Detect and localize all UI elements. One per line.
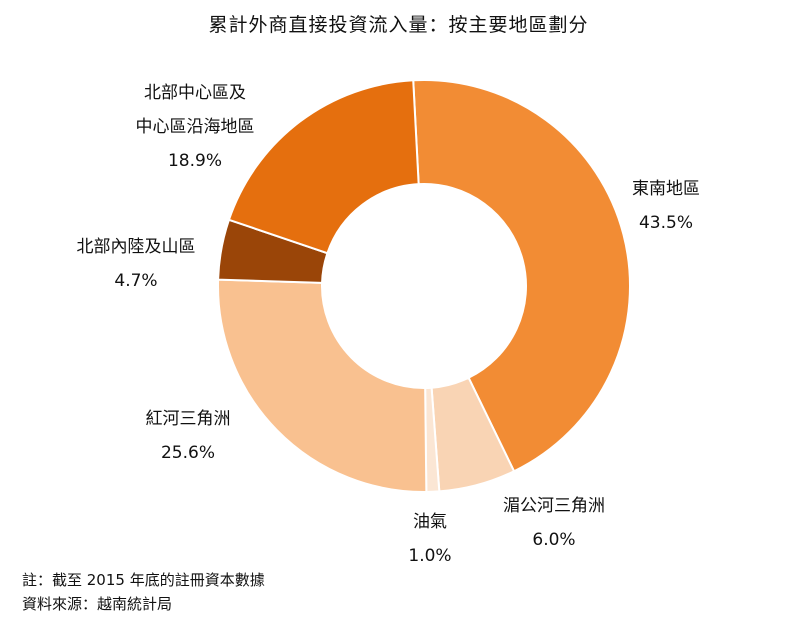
label-mekong-delta-name: 湄公河三角洲 — [503, 496, 605, 516]
notes: 註：截至 2015 年底的註冊資本數據 資料來源：越南統計局 — [22, 568, 265, 616]
label-mekong-delta: 湄公河三角洲 6.0% — [484, 489, 624, 557]
label-north-central-value: 18.9% — [167, 151, 222, 171]
label-southeast-name: 東南地區 — [632, 179, 700, 199]
label-north-central: 北部中心區及 中心區沿海地區 18.9% — [115, 76, 275, 178]
slice-north-central — [227, 79, 420, 255]
label-northern-midlands-value: 4.7% — [114, 271, 158, 291]
label-southeast-value: 43.5% — [638, 213, 693, 233]
label-north-central-name-1: 北部中心區及 — [144, 83, 246, 103]
label-southeast: 東南地區 43.5% — [596, 172, 736, 240]
label-northern-midlands: 北部內陸及山區 4.7% — [56, 230, 216, 298]
label-mekong-delta-value: 6.0% — [532, 530, 576, 550]
slice-southeast — [412, 79, 631, 473]
label-red-river-delta-value: 25.6% — [160, 443, 215, 463]
label-red-river-delta: 紅河三角洲 25.6% — [118, 402, 258, 470]
slice-red-river-delta — [217, 278, 428, 493]
note-source: 資料來源：越南統計局 — [22, 595, 173, 613]
label-north-central-name-2: 中心區沿海地區 — [135, 117, 255, 137]
note-footnote: 註：截至 2015 年底的註冊資本數據 — [22, 571, 265, 589]
chart-title: 累計外商直接投資流入量：按主要地區劃分 — [208, 14, 589, 36]
label-oil-gas-value: 1.0% — [408, 546, 452, 566]
label-oil-gas: 油氣 1.0% — [380, 505, 480, 573]
label-red-river-delta-name: 紅河三角洲 — [145, 409, 231, 429]
label-oil-gas-name: 油氣 — [413, 512, 447, 532]
label-northern-midlands-name: 北部內陸及山區 — [76, 237, 196, 257]
